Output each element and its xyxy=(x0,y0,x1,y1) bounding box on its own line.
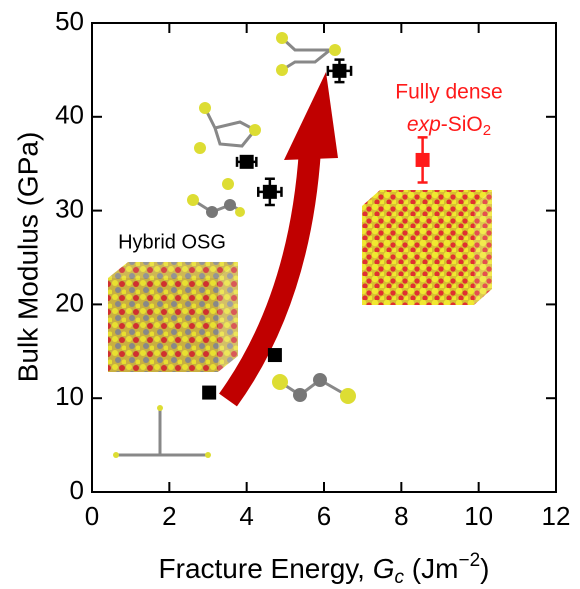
y-tick-label: 20 xyxy=(55,287,84,317)
y-tick-label: 50 xyxy=(55,6,84,36)
x-tick-label: 0 xyxy=(85,501,99,531)
annotation: Fully dense xyxy=(395,81,502,104)
x-label-part: c xyxy=(395,567,405,588)
chart: Bulk Modulus (GPa) Fracture Energy, Gc (… xyxy=(0,0,580,589)
y-axis-label: Bulk Modulus (GPa) xyxy=(12,132,43,383)
x-axis-label: Fracture Energy, Gc (Jm−2) xyxy=(159,550,490,588)
data-point xyxy=(332,64,346,78)
y-tick-label: 30 xyxy=(55,193,84,223)
y-tick-label: 0 xyxy=(70,475,84,505)
x-tick-label: 4 xyxy=(239,501,253,531)
silica-cube xyxy=(362,190,492,305)
x-tick-label: 8 xyxy=(394,501,408,531)
x-label-part: ) xyxy=(480,553,489,584)
x-tick-label: 2 xyxy=(162,501,176,531)
data-point xyxy=(268,348,282,362)
x-label-part: G xyxy=(373,553,395,584)
annotation-part: 2 xyxy=(483,122,491,139)
hybrid-cube xyxy=(108,262,238,372)
annotation: Hybrid OSG xyxy=(118,231,226,253)
x-label-part: (Jm xyxy=(404,553,458,584)
x-tick-label: 10 xyxy=(464,501,493,531)
data-point xyxy=(202,386,216,400)
data-point xyxy=(263,185,277,199)
annotation: exp-SiO2 xyxy=(407,113,491,139)
y-tick-label: 40 xyxy=(55,100,84,130)
x-label-part: −2 xyxy=(458,550,480,571)
trend-arrow xyxy=(228,72,338,400)
annotation-part: exp xyxy=(407,113,441,136)
x-tick-label: 12 xyxy=(542,501,571,531)
data-point xyxy=(240,155,254,169)
annotation-part: -SiO xyxy=(441,113,483,136)
x-label-part: Fracture Energy, xyxy=(159,553,373,584)
x-tick-label: 6 xyxy=(317,501,331,531)
data-point xyxy=(416,153,430,167)
y-tick-label: 10 xyxy=(55,381,84,411)
